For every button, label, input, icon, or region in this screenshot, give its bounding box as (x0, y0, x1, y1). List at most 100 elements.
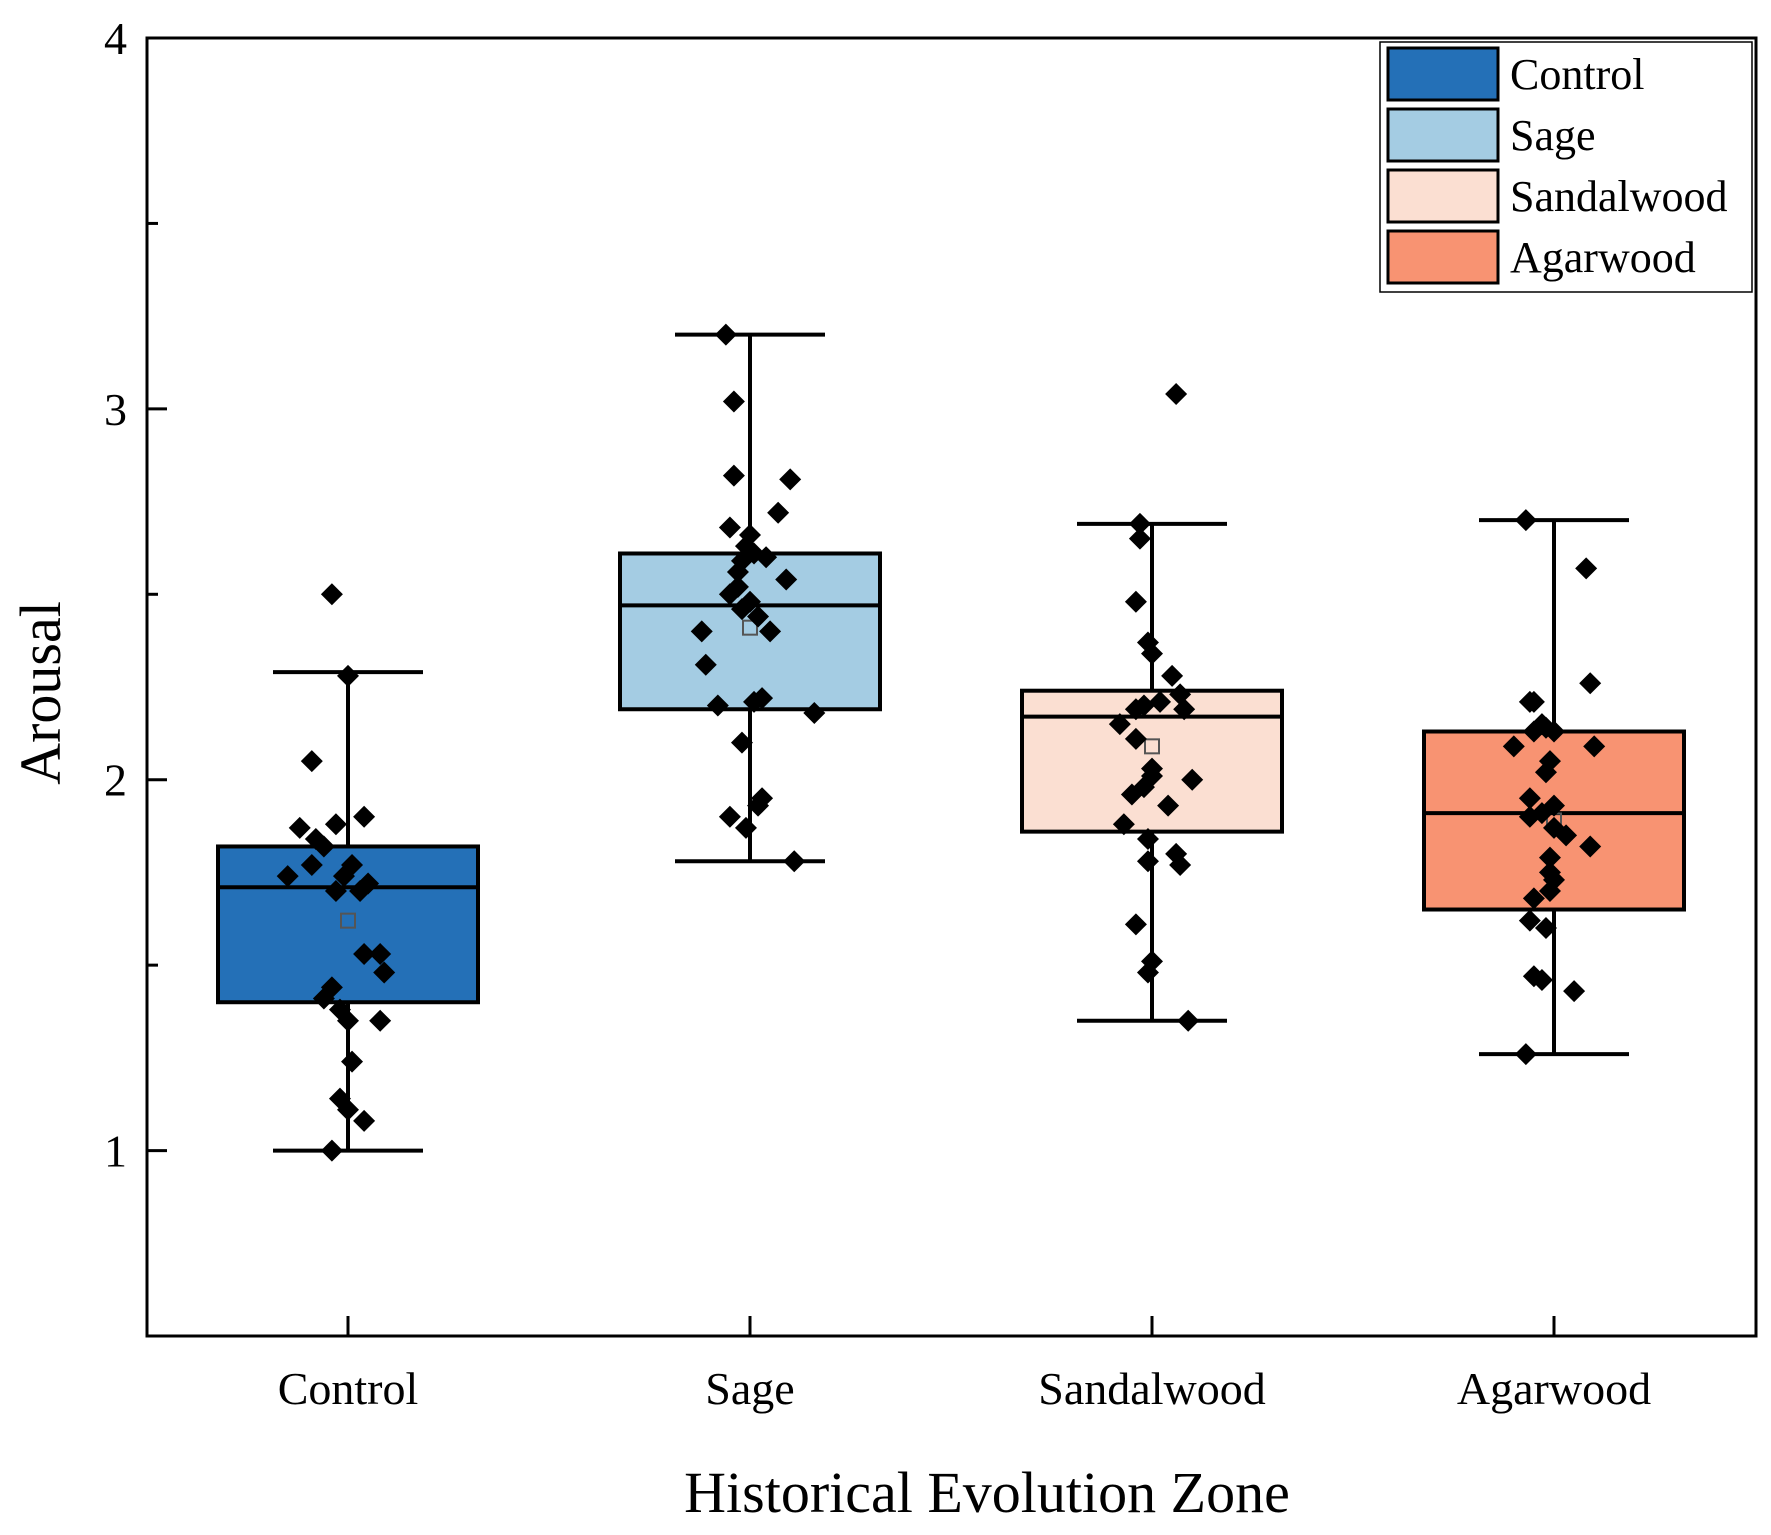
legend: Control Sage Sandalwood Agarwood (1379, 41, 1753, 293)
data-point (369, 1009, 392, 1032)
y-tick-label: 1 (104, 1126, 127, 1177)
legend-label-sage: Sage (1510, 111, 1596, 160)
data-point (726, 561, 749, 584)
data-point (324, 879, 347, 902)
data-point (1108, 713, 1131, 736)
data-point (1173, 698, 1196, 721)
data-point (706, 694, 729, 717)
data-point (755, 546, 778, 569)
legend-label-control: Control (1510, 50, 1644, 99)
x-tick-label: Agarwood (1457, 1363, 1651, 1414)
box-group-control (216, 583, 480, 1162)
data-point (1534, 761, 1557, 784)
data-point (690, 620, 713, 643)
data-point (276, 865, 299, 888)
data-point (722, 464, 745, 487)
mean-marker (1144, 738, 1160, 755)
data-point (1555, 824, 1578, 847)
data-point (1181, 768, 1204, 791)
data-point (312, 987, 335, 1010)
data-point (730, 598, 753, 621)
data-point (1112, 813, 1135, 836)
data-point (300, 750, 323, 773)
legend-swatch-sage (1386, 107, 1500, 163)
legend-label-sandalwood: Sandalwood (1510, 172, 1728, 221)
data-point (730, 731, 753, 754)
data-point (1575, 557, 1598, 580)
data-point (767, 501, 790, 524)
data-point (1538, 846, 1561, 869)
data-point (353, 805, 376, 828)
data-point (1502, 735, 1525, 758)
data-point (1543, 720, 1565, 743)
data-point (1534, 917, 1557, 940)
mean-marker (340, 912, 356, 929)
data-point (337, 1098, 359, 1121)
data-point (1530, 968, 1553, 991)
data-point (332, 865, 355, 888)
data-point (747, 794, 770, 817)
data-point (1579, 835, 1602, 858)
data-point (1518, 787, 1541, 810)
data-point (1522, 887, 1545, 910)
x-tick-label: Sage (705, 1363, 794, 1414)
legend-swatch-sandalwood (1386, 168, 1500, 224)
data-point (373, 961, 396, 984)
data-point (1169, 854, 1192, 877)
data-point (288, 816, 311, 839)
data-point (722, 390, 745, 413)
plot-frame (145, 36, 1758, 1338)
data-point (349, 879, 372, 902)
data-point (1161, 664, 1184, 687)
axes: 1 2 3 4 Control Sage Sandalwood Agarwood (104, 13, 1758, 1414)
data-point (694, 653, 717, 676)
box-group-sandalwood (1020, 383, 1284, 1032)
data-point (1579, 672, 1602, 695)
data-point (324, 813, 347, 836)
data-point (1136, 850, 1159, 873)
data-point (1563, 980, 1586, 1003)
y-tick-label: 4 (104, 13, 127, 64)
data-point (1149, 690, 1172, 713)
data-point (1514, 1043, 1537, 1066)
data-point (1157, 794, 1180, 817)
data-point (312, 835, 335, 858)
data-point (320, 583, 343, 606)
data-point (718, 805, 741, 828)
data-point (783, 850, 806, 873)
data-point (1124, 698, 1147, 721)
data-point (337, 664, 359, 687)
x-tick-label: Sandalwood (1038, 1363, 1265, 1414)
box-group-agarwood (1422, 509, 1686, 1066)
data-point (714, 323, 737, 346)
data-point (1583, 735, 1606, 758)
data-point (1120, 783, 1143, 806)
data-point (779, 468, 802, 491)
data-point (369, 943, 392, 966)
data-point (1124, 727, 1147, 750)
data-point (743, 690, 766, 713)
data-point (1136, 828, 1159, 851)
data-point (759, 620, 782, 643)
data-point (1136, 961, 1159, 984)
data-point (353, 943, 376, 966)
data-point (1124, 913, 1147, 936)
data-point (320, 1139, 343, 1162)
data-point (337, 1009, 359, 1032)
plot-area (216, 323, 1686, 1162)
y-tick-label: 2 (104, 755, 127, 806)
data-point (747, 605, 770, 628)
data-point (718, 516, 741, 539)
legend-swatch-agarwood (1386, 229, 1500, 285)
data-point (1522, 690, 1545, 713)
data-point (718, 583, 741, 606)
data-point (1522, 720, 1545, 743)
data-point (341, 1050, 364, 1073)
legend-swatch-control (1386, 46, 1500, 102)
data-point (1177, 1009, 1200, 1032)
data-point (1128, 512, 1151, 535)
y-axis-title: Arousal (8, 601, 73, 785)
data-point (1124, 590, 1147, 613)
data-point (1518, 805, 1541, 828)
